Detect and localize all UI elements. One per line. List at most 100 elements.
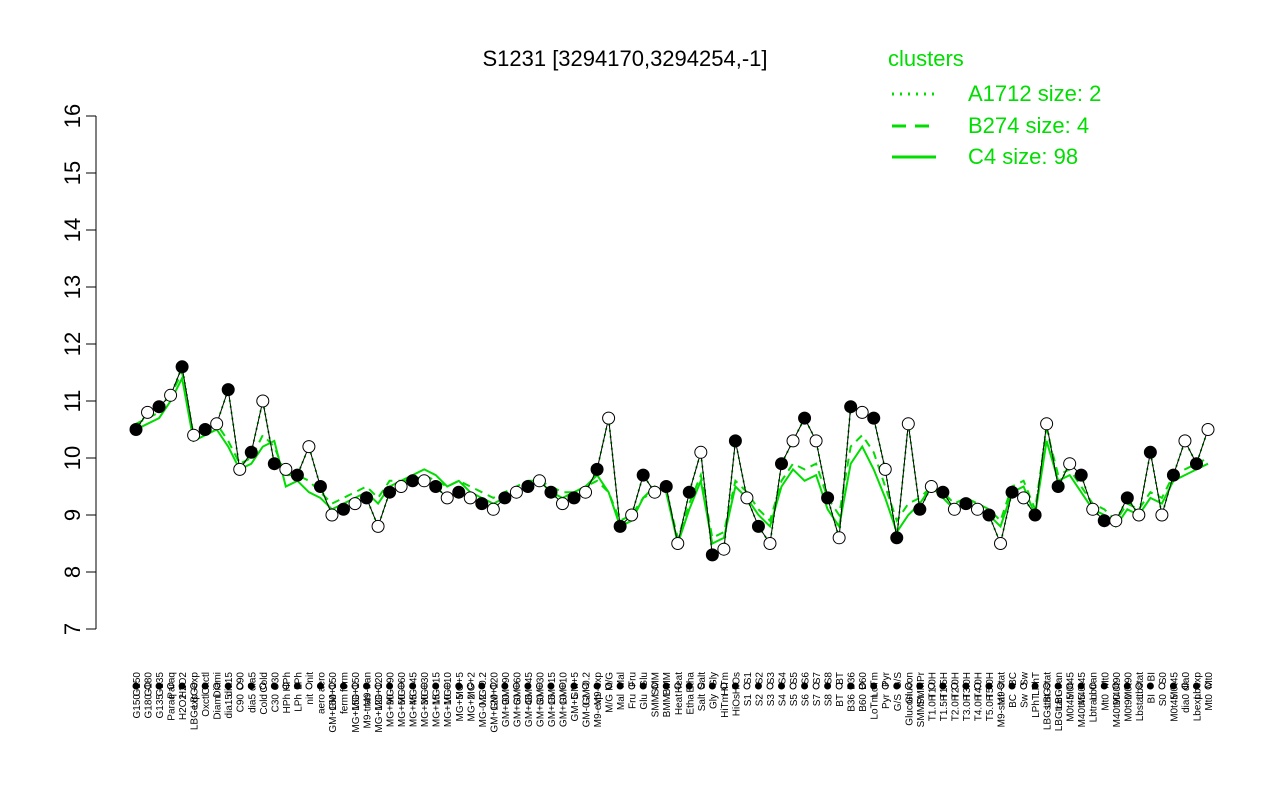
data-point [1201, 423, 1215, 436]
y-axis: 7 8 9 10 11 12 13 14 15 16 [60, 104, 96, 635]
x-tick-marker [535, 682, 543, 690]
x-tick-marker [570, 682, 578, 690]
x-tick-marker [558, 682, 566, 690]
x-tick-marker [812, 682, 820, 690]
data-point [659, 480, 673, 493]
x-tick-label: GM+30 [535, 672, 546, 706]
data-point [798, 411, 812, 425]
x-tick-label: GM+5 [570, 672, 581, 700]
x-tick-label: GM+45 [524, 672, 535, 706]
x-tick-label: SMMPr [916, 671, 927, 705]
x-tick-label: G180 [144, 672, 155, 697]
x-tick-label: M9-exp [593, 672, 604, 706]
x-tick-marker [1020, 682, 1028, 690]
series-line-dotted [135, 363, 1209, 557]
x-tick-label-lower: GM+15 [547, 694, 558, 728]
x-tick-marker [582, 682, 590, 690]
data-point [1120, 491, 1134, 505]
x-tick-label: M0t45 [1066, 672, 1077, 700]
x-tick-label: Oxctl [201, 672, 212, 695]
x-tick-label: C30 [270, 672, 281, 691]
x-tick-label: S0 [1158, 672, 1169, 685]
x-tick-label: dia0 [1181, 672, 1192, 691]
x-tick-label-lower: Mal [616, 694, 627, 710]
x-tick-label-lower: Sw [1020, 693, 1031, 708]
x-tick-label-lower: M9-tran [363, 694, 374, 728]
data-point [555, 497, 569, 511]
y-tick-label: 11 [60, 390, 85, 413]
data-point [233, 462, 247, 476]
x-tick-label: M0t45 [1169, 672, 1180, 700]
x-tick-marker [247, 682, 255, 690]
data-point [901, 417, 915, 431]
x-tick-label-lower: M0t45 [1066, 694, 1077, 722]
y-tick-label: 10 [60, 446, 85, 470]
data-point [521, 480, 535, 493]
data-point [970, 502, 984, 516]
x-tick-marker [1077, 682, 1085, 690]
x-tick-label: S6 [801, 672, 812, 685]
x-tick-label-lower: HiOs [731, 694, 742, 716]
x-tick-label: MG+15 [432, 672, 443, 706]
x-tick-label-lower: nit [305, 694, 316, 705]
data-point [821, 491, 835, 505]
x-tick-label-lower: MG+15 [432, 694, 443, 728]
x-tick-label: T1.5H [939, 672, 950, 699]
x-tick-label: Pyr [881, 671, 892, 687]
x-tick-marker [397, 682, 405, 690]
x-tick-label-lower: B60 [858, 694, 869, 712]
data-point [302, 440, 316, 454]
data-point [187, 428, 201, 442]
x-tick-label-lower: LPhT [1031, 694, 1042, 718]
x-tick-label-lower: MG+30 [420, 694, 431, 728]
data-point [452, 485, 466, 499]
x-tick-marker [455, 682, 463, 690]
data-point [440, 491, 454, 505]
x-tick-label: Glu [639, 672, 650, 688]
data-point [671, 537, 685, 550]
x-tick-marker [731, 682, 739, 690]
x-tick-label: Lbexp [1192, 672, 1203, 700]
x-tick-label: MG+90 [386, 672, 397, 706]
y-tick-label: 8 [60, 566, 85, 578]
x-tick-label: Heat [674, 672, 685, 693]
x-tick-marker [1123, 682, 1131, 690]
x-tick-marker [489, 682, 497, 690]
data-point [579, 485, 593, 499]
data-point [221, 383, 235, 397]
x-tick-label-lower: S3 [766, 694, 777, 707]
data-point [1155, 508, 1169, 522]
data-point [210, 417, 224, 431]
x-tick-label: dia5 [247, 672, 258, 691]
x-tick-marker [1158, 682, 1166, 690]
x-tick-label-lower: S8 [824, 694, 835, 707]
x-tick-label: GM+90 [501, 672, 512, 706]
x-tick-marker [224, 682, 232, 690]
x-tick-label: B36 [847, 672, 858, 690]
x-tick-label: M0t90 [1123, 672, 1134, 700]
x-tick-marker [973, 682, 981, 690]
x-tick-label: M40t90 [1112, 672, 1123, 706]
x-tick-marker [950, 682, 958, 690]
x-tick-label: S3 [766, 672, 777, 685]
data-point [1051, 480, 1065, 493]
data-point [636, 468, 650, 482]
x-tick-label-lower: LBGtran [1054, 694, 1065, 731]
x-tick-label-lower: dia0 [1181, 694, 1192, 713]
x-tick-label-lower: C90 [236, 694, 247, 713]
x-tick-marker [743, 682, 751, 690]
x-tick-label-lower: T1.5H [939, 694, 950, 721]
x-tick-label-lower: S5 [789, 694, 800, 707]
x-tick-label-lower: ferm [339, 694, 350, 714]
data-point [532, 474, 546, 488]
x-tick-label-lower: Diami [213, 694, 224, 720]
x-tick-label: LBGtran [1054, 672, 1065, 709]
x-tick-label-lower: T3.0H [962, 694, 973, 721]
y-tick-label: 9 [60, 509, 85, 521]
x-tick-label-lower: Oxctl [201, 694, 212, 717]
data-point [728, 434, 742, 448]
x-tick-label-lower: Pyr [881, 693, 892, 709]
y-tick-label: 12 [60, 332, 85, 356]
data-point [544, 485, 558, 499]
x-tick-marker [409, 682, 417, 690]
